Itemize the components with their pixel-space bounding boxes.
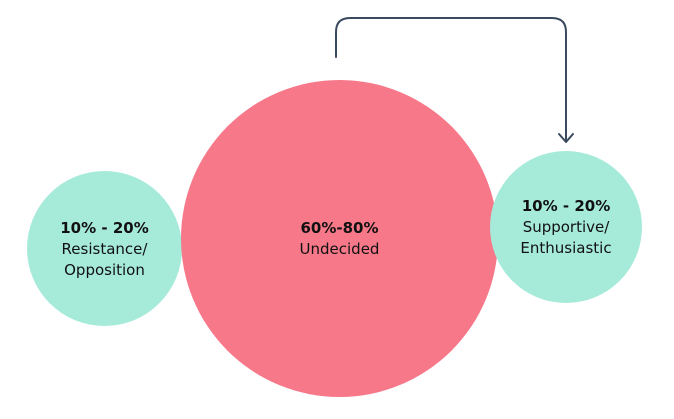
arrow-path <box>335 17 567 142</box>
undecided-label: Undecided <box>299 240 380 258</box>
supportive-circle: 10% - 20% Supportive/ Enthusiastic <box>490 151 642 303</box>
supportive-label-line2: Enthusiastic <box>520 239 612 257</box>
undecided-percent: 60%-80% <box>300 219 379 237</box>
resistance-label-line2: Opposition <box>64 260 145 279</box>
resistance-label-line1: Resistance/ <box>61 239 148 258</box>
arrow-head-icon <box>558 133 574 143</box>
supportive-percent: 10% - 20% <box>521 197 611 215</box>
resistance-circle: 10% - 20% Resistance/ Opposition <box>27 171 182 326</box>
undecided-circle: 60%-80% Undecided <box>181 80 498 397</box>
resistance-percent: 10% - 20% <box>60 218 149 237</box>
supportive-label-line1: Supportive/ <box>522 218 610 236</box>
